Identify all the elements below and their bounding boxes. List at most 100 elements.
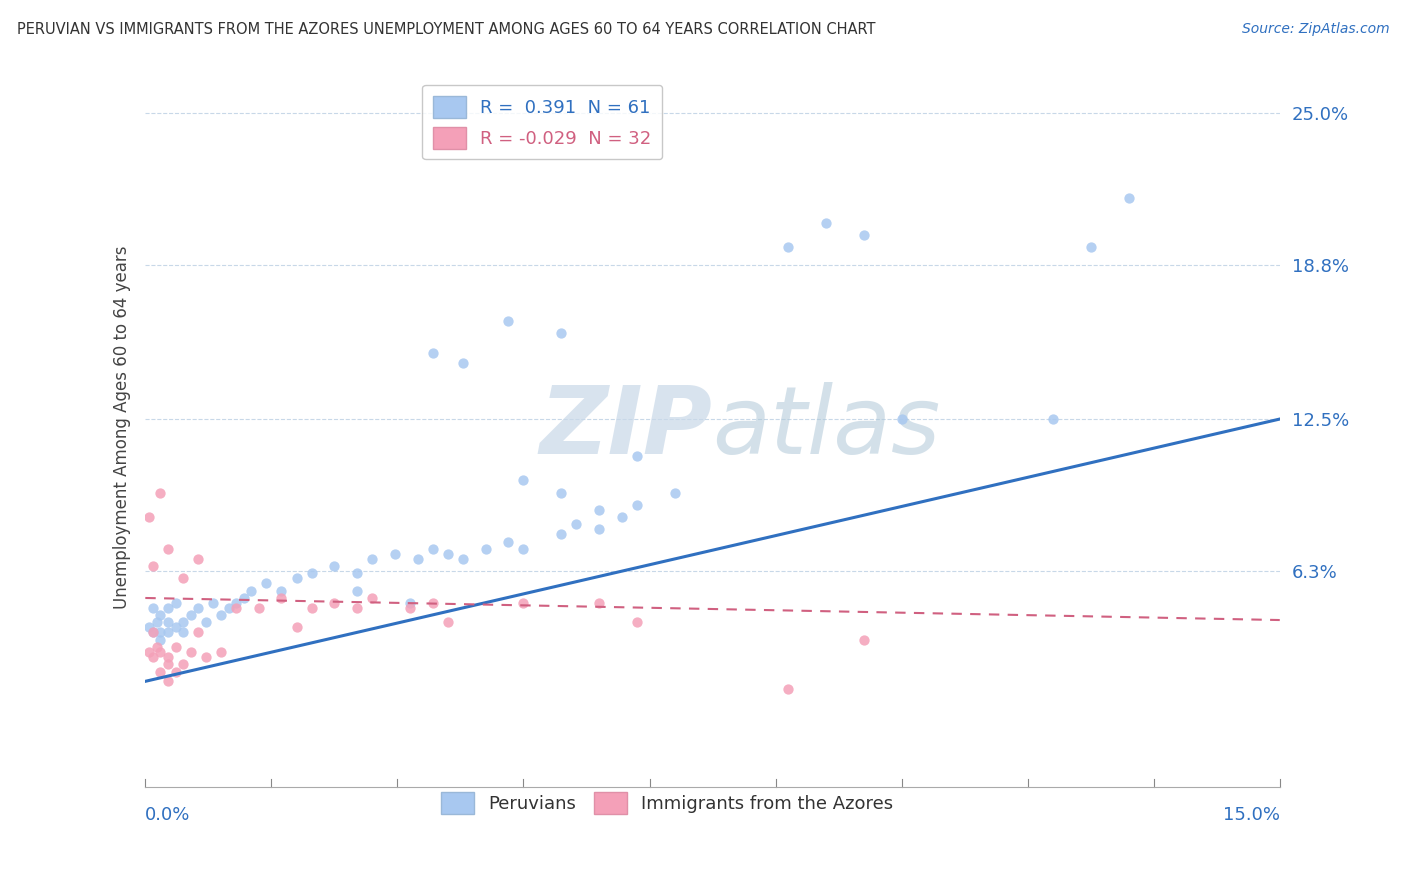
Point: [187, 625, 209, 640]
Text: atlas: atlas: [713, 382, 941, 473]
Point: [626, 449, 648, 463]
Point: [149, 665, 172, 679]
Point: [172, 625, 194, 640]
Point: [172, 571, 194, 585]
Point: [852, 632, 875, 647]
Point: [165, 596, 187, 610]
Point: [437, 615, 460, 630]
Point: [451, 356, 474, 370]
Point: [422, 596, 444, 610]
Point: [437, 547, 460, 561]
Point: [346, 583, 368, 598]
Point: [406, 551, 429, 566]
Text: Source: ZipAtlas.com: Source: ZipAtlas.com: [1241, 22, 1389, 37]
Point: [451, 551, 474, 566]
Legend: Peruvians, Immigrants from the Azores: Peruvians, Immigrants from the Azores: [434, 784, 900, 821]
Point: [588, 522, 610, 536]
Point: [664, 485, 686, 500]
Point: [1042, 412, 1064, 426]
Point: [156, 541, 179, 556]
Point: [142, 649, 165, 664]
Point: [209, 608, 232, 623]
Point: [346, 600, 368, 615]
Point: [270, 591, 292, 605]
Point: [172, 657, 194, 672]
Point: [209, 645, 232, 659]
Point: [138, 510, 160, 524]
Point: [422, 541, 444, 556]
Point: [149, 485, 172, 500]
Point: [1118, 191, 1140, 205]
Point: [187, 551, 209, 566]
Point: [180, 608, 202, 623]
Point: [852, 228, 875, 243]
Point: [165, 620, 187, 634]
Point: [225, 600, 247, 615]
Point: [165, 640, 187, 654]
Point: [172, 615, 194, 630]
Point: [1080, 240, 1102, 254]
Point: [149, 608, 172, 623]
Point: [301, 566, 323, 581]
Point: [285, 571, 308, 585]
Point: [588, 502, 610, 516]
Point: [814, 216, 837, 230]
Point: [247, 600, 270, 615]
Point: [145, 640, 167, 654]
Point: [588, 596, 610, 610]
Point: [498, 314, 520, 328]
Point: [156, 625, 179, 640]
Point: [270, 583, 292, 598]
Point: [156, 615, 179, 630]
Point: [399, 600, 422, 615]
Point: [145, 615, 167, 630]
Point: [149, 625, 172, 640]
Point: [565, 517, 588, 532]
Text: 0.0%: 0.0%: [145, 806, 191, 824]
Point: [149, 632, 172, 647]
Y-axis label: Unemployment Among Ages 60 to 64 years: Unemployment Among Ages 60 to 64 years: [114, 246, 131, 609]
Point: [323, 559, 346, 574]
Point: [512, 596, 534, 610]
Point: [138, 645, 160, 659]
Point: [384, 547, 406, 561]
Point: [778, 681, 800, 696]
Point: [512, 541, 534, 556]
Point: [778, 240, 800, 254]
Point: [225, 596, 247, 610]
Point: [301, 600, 323, 615]
Point: [194, 649, 217, 664]
Point: [361, 591, 384, 605]
Point: [232, 591, 254, 605]
Point: [254, 576, 277, 591]
Point: [194, 615, 217, 630]
Point: [187, 600, 209, 615]
Point: [165, 665, 187, 679]
Point: [138, 620, 160, 634]
Point: [610, 510, 633, 524]
Point: [498, 534, 520, 549]
Point: [202, 596, 225, 610]
Point: [218, 600, 240, 615]
Point: [142, 600, 165, 615]
Point: [474, 541, 496, 556]
Point: [156, 657, 179, 672]
Text: ZIP: ZIP: [540, 382, 713, 474]
Point: [142, 625, 165, 640]
Point: [550, 326, 572, 341]
Text: PERUVIAN VS IMMIGRANTS FROM THE AZORES UNEMPLOYMENT AMONG AGES 60 TO 64 YEARS CO: PERUVIAN VS IMMIGRANTS FROM THE AZORES U…: [17, 22, 876, 37]
Point: [346, 566, 368, 581]
Point: [323, 596, 346, 610]
Point: [550, 485, 572, 500]
Point: [399, 596, 422, 610]
Point: [626, 498, 648, 512]
Point: [890, 412, 912, 426]
Point: [550, 527, 572, 541]
Point: [142, 625, 165, 640]
Point: [156, 674, 179, 689]
Point: [180, 645, 202, 659]
Text: 15.0%: 15.0%: [1223, 806, 1279, 824]
Point: [240, 583, 263, 598]
Point: [156, 649, 179, 664]
Point: [626, 615, 648, 630]
